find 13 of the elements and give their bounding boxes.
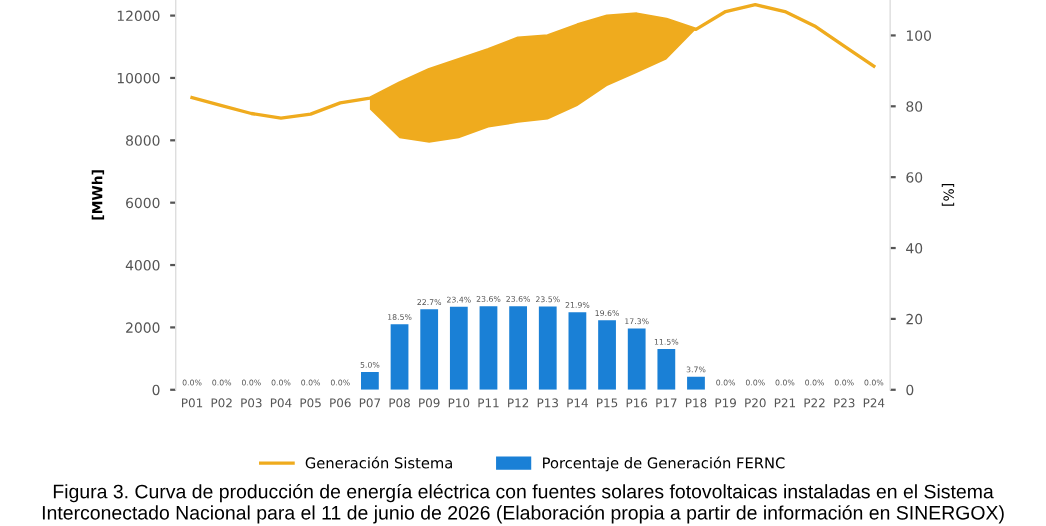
- bar: [687, 376, 705, 390]
- bar: [449, 306, 468, 390]
- bar: [568, 312, 587, 390]
- bar: [420, 309, 439, 390]
- bar: [598, 320, 616, 390]
- bar: [627, 328, 646, 390]
- bar: [538, 306, 557, 390]
- bar: [657, 349, 676, 390]
- bar: [390, 324, 409, 390]
- bar: [509, 306, 528, 390]
- text: Figura 3. Curva de producción de energía eléctrica con fuentes solares fotovoltaicas instaladas en el Sistema Interconectado Nacional para el 11 de junio de 2026 (Elaboración propia a partir de información en SINERGOX): [42, 483, 1004, 524]
- bar: [361, 372, 379, 390]
- bar: [479, 306, 498, 390]
